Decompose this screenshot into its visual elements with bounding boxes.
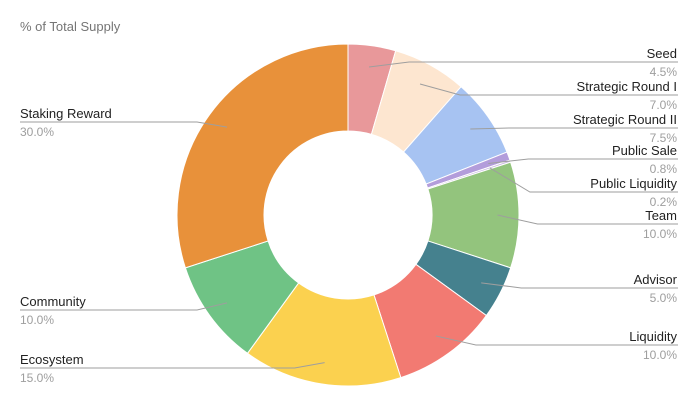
leader-line-advisor: [481, 282, 678, 289]
leader-line-public-sale: [488, 158, 678, 164]
value-label-strategic-round-ii: 7.5%: [650, 131, 678, 145]
label-ecosystem: Ecosystem: [20, 352, 84, 367]
leader-line-strategic-round-ii: [470, 127, 678, 130]
leader-line-liquidity: [435, 335, 678, 346]
value-label-advisor: 5.0%: [650, 291, 678, 305]
leader-line-ecosystem: [20, 362, 325, 369]
value-label-team: 10.0%: [643, 227, 677, 241]
labels-group: Seed 4.5%Strategic Round I 7.0%Strategic R…: [20, 46, 678, 385]
value-label-staking-reward: 30.0%: [20, 125, 54, 139]
label-strategic-round-ii: Strategic Round II: [573, 112, 677, 127]
chart-title: % of Total Supply: [20, 19, 121, 34]
leader-line-public-liquidity: [489, 167, 678, 193]
label-advisor: Advisor: [634, 272, 678, 287]
leader-line-team: [497, 214, 678, 225]
slices-group: [176, 43, 520, 387]
label-seed: Seed: [647, 46, 677, 61]
label-liquidity: Liquidity: [629, 329, 677, 344]
label-staking-reward: Staking Reward: [20, 106, 112, 121]
value-label-liquidity: 10.0%: [643, 348, 677, 362]
leader-line-strategic-round-i: [419, 83, 678, 96]
label-strategic-round-i: Strategic Round I: [577, 79, 677, 94]
label-team: Team: [645, 208, 677, 223]
leader-line-community: [20, 302, 228, 311]
value-label-seed: 4.5%: [650, 65, 678, 79]
value-label-ecosystem: 15.0%: [20, 371, 54, 385]
leader-line-seed: [369, 61, 678, 68]
value-label-community: 10.0%: [20, 313, 54, 327]
label-community: Community: [20, 294, 86, 309]
leader-line-staking-reward: [20, 121, 228, 128]
value-label-strategic-round-i: 7.0%: [650, 98, 678, 112]
label-public-sale: Public Sale: [612, 143, 677, 158]
value-label-public-liquidity: 0.2%: [650, 195, 678, 209]
value-label-public-sale: 0.8%: [650, 162, 678, 176]
slice-staking-reward[interactable]: [176, 43, 349, 269]
label-public-liquidity: Public Liquidity: [590, 176, 677, 191]
